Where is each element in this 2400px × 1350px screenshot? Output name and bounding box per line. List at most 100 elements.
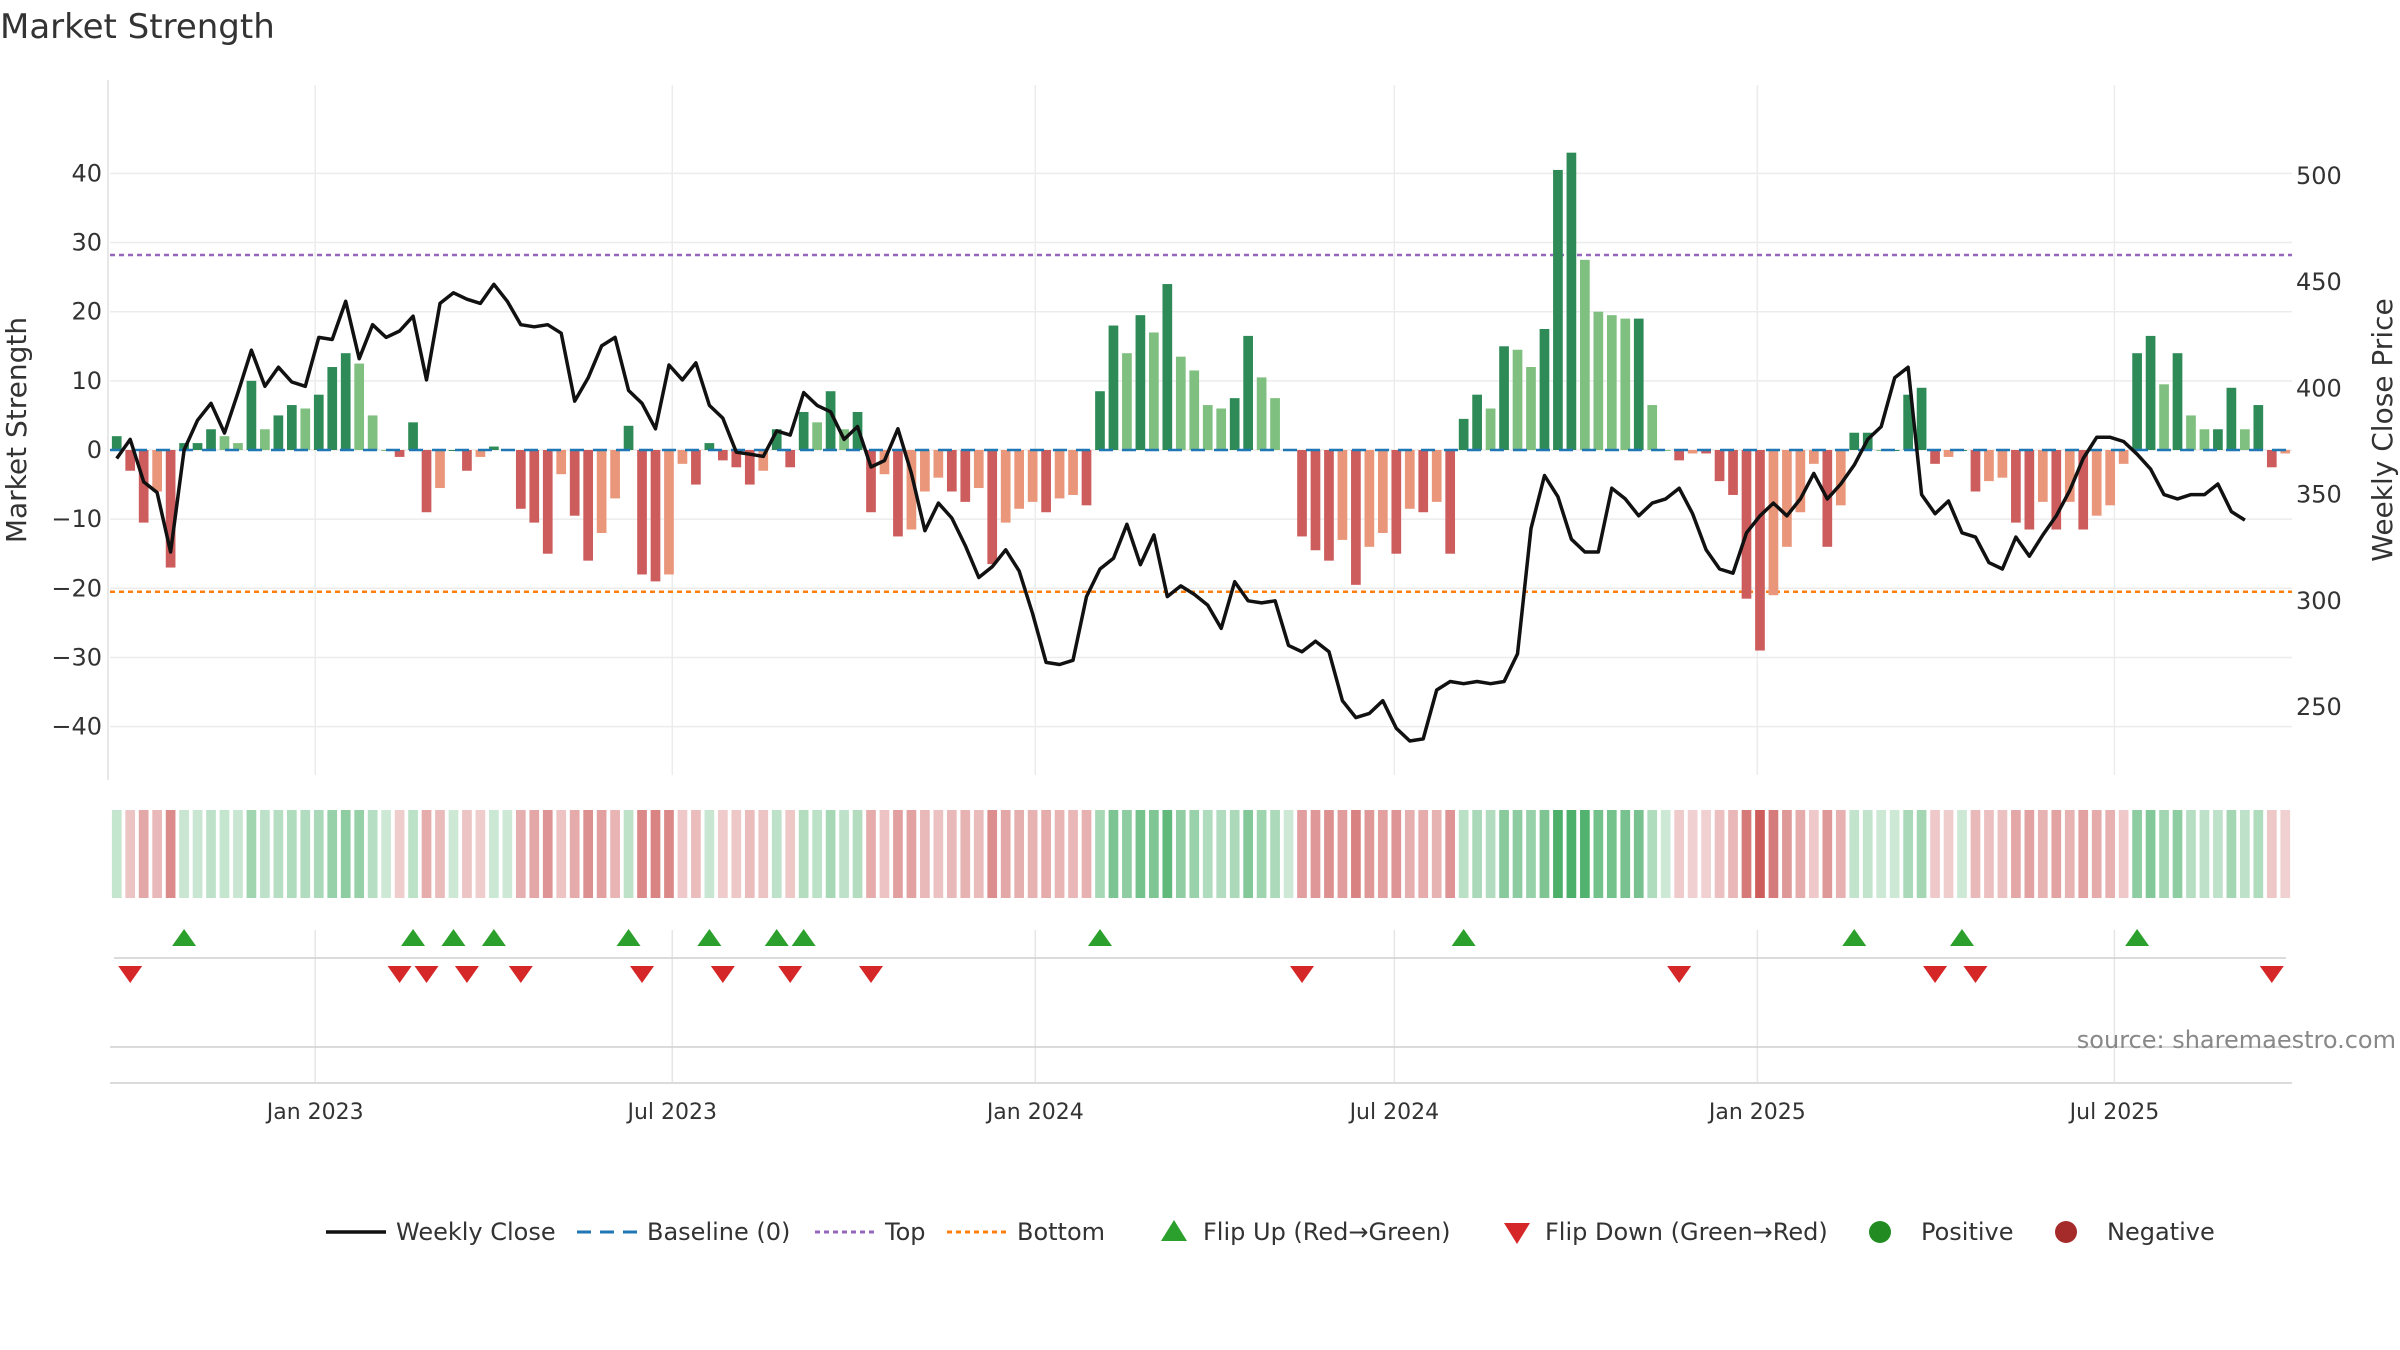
- strength-bar: [260, 429, 270, 450]
- strength-bar: [233, 443, 243, 450]
- heat-cell: [313, 810, 324, 898]
- heat-cell: [2266, 810, 2277, 898]
- heat-cell: [2132, 810, 2142, 898]
- heat-cell: [1701, 810, 1711, 898]
- heat-cell: [1068, 810, 1078, 898]
- heat-cell: [879, 810, 890, 898]
- strength-bar: [987, 450, 998, 565]
- heat-cell: [1229, 810, 1240, 898]
- y2-tick-label: 450: [2296, 268, 2342, 296]
- heat-cell: [1862, 810, 1873, 898]
- heat-cell: [1808, 810, 1819, 898]
- flip-up-marker: [697, 929, 722, 946]
- heat-cell: [1256, 810, 1267, 898]
- heat-cell: [1391, 810, 1402, 898]
- strength-bar: [758, 450, 769, 471]
- strength-bar: [2011, 450, 2021, 523]
- strength-bar: [2118, 450, 2129, 464]
- strength-bar: [1391, 450, 1402, 554]
- strength-bar: [340, 353, 351, 450]
- heat-cell: [569, 810, 580, 898]
- strength-bar: [771, 429, 782, 450]
- strength-bar: [286, 405, 297, 450]
- legend-item-negative: Negative: [2055, 1218, 2215, 1246]
- strength-bar: [1418, 450, 1429, 513]
- strength-bar: [2186, 415, 2196, 450]
- heat-cell: [421, 810, 432, 898]
- strength-bar: [1149, 332, 1159, 450]
- heat-cell: [381, 810, 391, 898]
- heat-cell: [2280, 810, 2291, 898]
- heat-cell: [435, 810, 445, 898]
- strength-bar: [1351, 450, 1361, 585]
- y2-tick-label: 400: [2296, 374, 2342, 402]
- heat-cell: [179, 810, 189, 898]
- heat-cell: [1189, 810, 1200, 898]
- strength-bars: [111, 152, 2291, 651]
- heat-cell: [1472, 810, 1482, 898]
- flip-down-marker: [1667, 966, 1692, 983]
- heat-cell: [812, 810, 822, 898]
- legend: Weekly Close Baseline (0) Top Bottom Flip Up…: [326, 1218, 2215, 1246]
- heat-cell: [650, 810, 661, 898]
- heat-cell: [340, 810, 351, 898]
- heat-cell: [1337, 810, 1348, 898]
- heat-cell: [852, 810, 863, 898]
- y-tick-label: 20: [71, 298, 102, 326]
- flip-up-marker: [1087, 929, 1112, 946]
- strength-bar: [1472, 394, 1482, 450]
- flip-up-marker: [1451, 929, 1476, 946]
- flip-down-marker: [778, 966, 803, 983]
- strength-bar: [2145, 335, 2156, 450]
- strength-bar: [1027, 450, 1038, 502]
- heat-cell: [515, 810, 526, 898]
- heat-cell: [152, 810, 162, 898]
- heat-cell: [1903, 810, 1913, 898]
- flip-up-marker: [172, 929, 197, 946]
- heat-cell: [206, 810, 216, 898]
- strength-bar: [2105, 450, 2116, 506]
- heat-cell: [610, 810, 620, 898]
- flip-down-marker: [2259, 966, 2284, 983]
- heat-cell: [1512, 810, 1523, 898]
- strength-bar: [1202, 405, 1213, 450]
- y-tick-label: 0: [87, 436, 102, 464]
- heat-cell: [1822, 810, 1833, 898]
- strength-bar: [596, 450, 607, 533]
- y2-tick-label: 500: [2296, 162, 2342, 190]
- strength-bar: [2051, 450, 2062, 530]
- strength-bar: [2091, 450, 2102, 516]
- strength-bar: [812, 422, 822, 450]
- x-tick-label: Jan 2025: [1707, 1100, 1806, 1125]
- strength-bar: [1324, 450, 1334, 561]
- strength-bar: [246, 380, 257, 450]
- strength-bar: [1095, 391, 1105, 450]
- heat-cell: [138, 810, 149, 898]
- heat-cell: [1377, 810, 1388, 898]
- heat-cell: [664, 810, 674, 898]
- strength-bar: [610, 450, 620, 499]
- legend-item-baseline: Baseline (0): [577, 1218, 790, 1246]
- heat-cell: [1674, 810, 1685, 898]
- heat-cell: [825, 810, 836, 898]
- heat-cell: [556, 810, 567, 898]
- heat-cell: [1660, 810, 1671, 898]
- heat-cell: [529, 810, 540, 898]
- heat-cell: [933, 810, 944, 898]
- heat-cell: [798, 810, 809, 898]
- heat-cell: [1889, 810, 1900, 898]
- heat-cell: [1957, 810, 1967, 898]
- heat-cell: [1633, 810, 1644, 898]
- heat-cell: [1041, 810, 1051, 898]
- heat-cell: [367, 810, 378, 898]
- strength-bar: [1270, 398, 1280, 450]
- strength-bar: [1229, 398, 1240, 450]
- strength-bar: [691, 450, 701, 485]
- strength-bar: [569, 450, 580, 516]
- strength-bar: [1122, 353, 1132, 450]
- heat-cell: [691, 810, 701, 898]
- chart-title: Market Strength: [0, 7, 275, 47]
- strength-bar: [1984, 450, 1994, 482]
- flip-down-marker: [414, 966, 439, 983]
- heat-cell: [637, 810, 647, 898]
